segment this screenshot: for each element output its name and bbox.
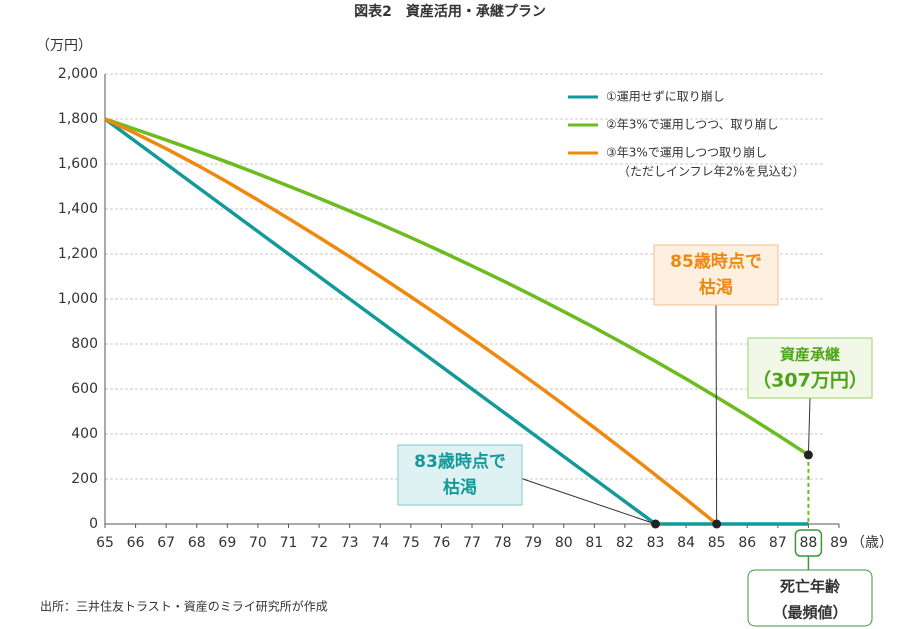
x-tick-label: 76 [433, 535, 451, 551]
chart-title: 図表2 資産活用・承継プラン [354, 3, 546, 20]
annotation-box [747, 337, 873, 399]
y-tick-label: 200 [71, 471, 98, 487]
source: 出所：三井住友トラスト・資産のミライ研究所が作成 [40, 599, 328, 614]
annotation-box [653, 244, 779, 306]
x-tick-label: 73 [341, 535, 359, 551]
series-line [104, 117, 810, 457]
x-tick-label: 88 [800, 535, 818, 551]
x-tick-label: 67 [157, 535, 175, 551]
callout-line [715, 304, 718, 525]
y-tick-label: 1,800 [58, 111, 98, 127]
annotation-text: 枯渇 [699, 277, 733, 298]
annotation-text: 死亡年齢 [780, 578, 841, 596]
point-marker [803, 450, 813, 460]
x-tick-label: 78 [494, 535, 512, 551]
callout-line [807, 397, 811, 455]
x-tick-label: 75 [402, 535, 420, 551]
x-tick-label: 89 [830, 535, 848, 551]
x-tick-label: 72 [310, 535, 328, 551]
x-tick-label: 79 [524, 535, 542, 551]
annotation-box [747, 569, 873, 627]
callout-line [519, 477, 656, 525]
y-tick-label: 1,600 [58, 156, 98, 172]
x-tick-label: 77 [463, 535, 481, 551]
y-tick-label: 2,000 [58, 66, 98, 82]
x-tick-label: 70 [249, 535, 267, 551]
annotation-text: （307万円） [752, 369, 868, 392]
annotation-text: 83歳時点で [414, 451, 506, 472]
x-tick-label: 87 [769, 535, 787, 551]
annotation-text: 85歳時点で [670, 251, 762, 272]
y-tick-label: 800 [71, 336, 98, 352]
x-tick-label: 69 [218, 535, 236, 551]
y-tick-label: 600 [71, 381, 98, 397]
x-tick-label: 65 [96, 535, 114, 551]
series-line [104, 117, 718, 526]
x-tick-label: 84 [677, 535, 695, 551]
legend-label: ②年3%で運用しつつ、取り崩し [606, 118, 779, 132]
legend-label: ③年3%で運用しつつ取り崩し [606, 146, 767, 160]
y-tick-label: 1,000 [58, 291, 98, 307]
x-tick-label: 71 [280, 535, 298, 551]
annotation-text: 資産承継 [780, 346, 840, 364]
x-tick-label: 82 [616, 535, 634, 551]
x-tick-label: 66 [127, 535, 145, 551]
legend-note: （ただしインフレ年2%を見込む） [618, 165, 805, 179]
y-axis-label: （万円） [36, 38, 92, 54]
x-axis-label: （歳） [851, 535, 893, 551]
x-tick-label: 74 [371, 535, 389, 551]
x-tick-label: 80 [555, 535, 573, 551]
annotation-box [397, 444, 523, 506]
annotation-text: （最頻値） [772, 604, 847, 622]
y-tick-label: 400 [71, 426, 98, 442]
series-line [103, 117, 809, 526]
legend-label: ①運用せずに取り崩し [606, 90, 725, 104]
x-tick-label: 68 [188, 535, 206, 551]
x-tick-label: 85 [708, 535, 726, 551]
annotation-text: 枯渇 [443, 477, 477, 498]
x-tick-label: 83 [647, 535, 665, 551]
y-tick-label: 0 [89, 516, 98, 532]
point-marker [651, 519, 660, 529]
y-tick-label: 1,200 [58, 246, 98, 262]
x-tick-label: 86 [738, 535, 756, 551]
x-tick-label: 81 [585, 535, 603, 551]
point-marker [712, 519, 722, 529]
y-tick-label: 1,400 [58, 201, 98, 217]
